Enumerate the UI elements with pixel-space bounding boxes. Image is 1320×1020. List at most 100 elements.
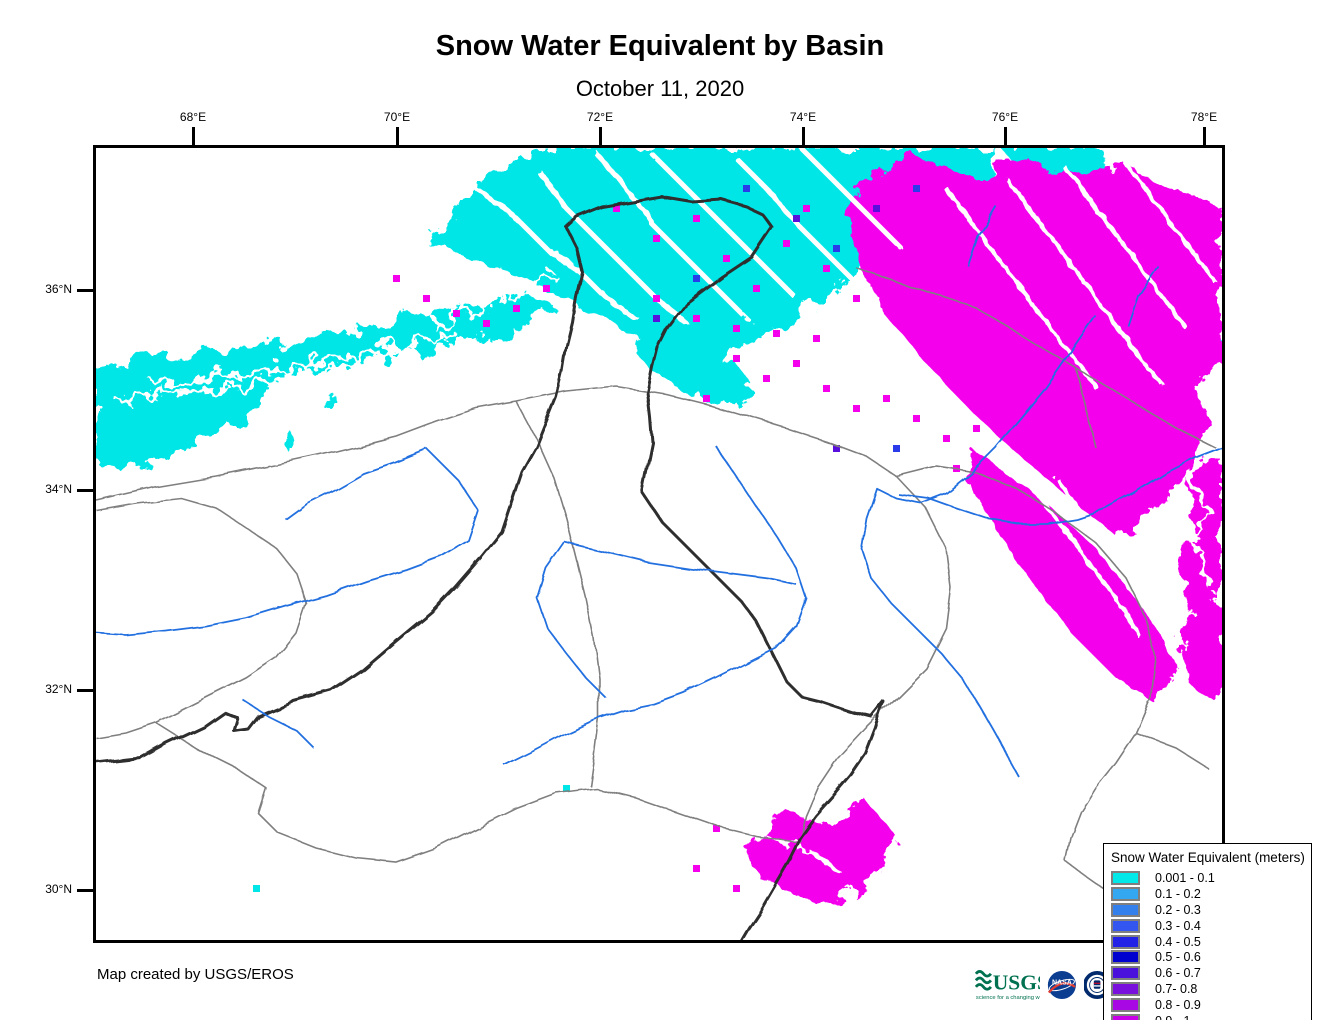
lon-tick-label: 78°E	[1190, 110, 1218, 124]
lat-tick	[77, 889, 93, 892]
legend-row: 0.7- 0.8	[1111, 981, 1215, 997]
snow-speckle	[853, 295, 860, 302]
basin-boundary-major	[96, 195, 886, 940]
snow-speckle	[453, 310, 460, 317]
lon-tick-label: 68°E	[179, 110, 207, 124]
nasa-insignia-icon: NASA	[1048, 970, 1077, 1000]
legend-swatch	[1111, 998, 1140, 1013]
snow-speckle	[743, 185, 750, 192]
legend-label: 0.6 - 0.7	[1155, 966, 1201, 981]
legend-row: 0.2 - 0.3	[1111, 902, 1215, 918]
lon-tick-label: 72°E	[586, 110, 614, 124]
legend-swatch	[1111, 934, 1140, 949]
snow-speckle	[893, 275, 900, 282]
legend-row: 0.6 - 0.7	[1111, 965, 1215, 981]
usgs-logo: USGS science for a changing world	[975, 970, 1041, 1001]
legend-swatch	[1111, 950, 1140, 965]
legend-swatch	[1111, 1013, 1140, 1020]
snow-speckle	[933, 205, 940, 212]
legend-row: 0.4 - 0.5	[1111, 934, 1215, 950]
snow-speckle	[693, 865, 700, 872]
snow-speckle	[893, 445, 900, 452]
credit-text: Map created by USGS/EROS	[97, 966, 294, 983]
legend-row: 0.3 - 0.4	[1111, 918, 1215, 934]
snow-speckle	[393, 275, 400, 282]
legend-swatch	[1111, 918, 1140, 933]
snow-speckle	[713, 825, 720, 832]
snow-speckle	[653, 235, 660, 242]
lat-tick	[77, 489, 93, 492]
snow-speckle	[733, 885, 740, 892]
snow-speckle	[653, 295, 660, 302]
legend-row: 0.001 - 0.1	[1111, 870, 1215, 886]
lon-tick-label: 70°E	[383, 110, 411, 124]
snow-speckle	[703, 395, 710, 402]
legend-row: 0.5 - 0.6	[1111, 949, 1215, 965]
snow-speckles	[253, 185, 1030, 892]
legend-label: 0.9 - 1	[1155, 1014, 1190, 1020]
snow-speckle	[253, 885, 260, 892]
snow-speckle	[733, 355, 740, 362]
lon-tick	[396, 127, 399, 145]
snow-speckle	[993, 475, 1000, 482]
snow-speckle	[543, 285, 550, 292]
legend-swatch	[1111, 886, 1140, 901]
map-date-subtitle: October 11, 2020	[575, 76, 745, 101]
snow-speckle	[423, 295, 430, 302]
basin-boundaries-minor	[96, 267, 1217, 903]
snow-speckle	[773, 330, 780, 337]
snow-speckle	[693, 315, 700, 322]
snow-speckle	[763, 375, 770, 382]
snow-speckle	[513, 305, 520, 312]
legend: Snow Water Equivalent (meters) 0.001 - 0…	[1103, 843, 1312, 1020]
snow-speckle	[813, 335, 820, 342]
legend-swatch	[1111, 902, 1140, 917]
nasa-logo: NASA	[1048, 970, 1077, 1000]
snow-speckle	[753, 285, 760, 292]
legend-label: 0.001 - 0.1	[1155, 870, 1215, 885]
snow-speckle	[913, 185, 920, 192]
legend-title: Snow Water Equivalent (meters)	[1111, 850, 1305, 865]
snow-speckle	[943, 435, 950, 442]
snow-speckle	[563, 785, 570, 792]
snow-speckle	[733, 325, 740, 332]
nasa-wordmark: NASA	[1052, 980, 1072, 987]
snow-speckle	[873, 205, 880, 212]
snow-speckle	[833, 445, 840, 452]
lat-tick-label: 36°N	[45, 282, 72, 296]
legend-label: 0.2 - 0.3	[1155, 902, 1201, 917]
legend-label: 0.5 - 0.6	[1155, 950, 1201, 965]
legend-label: 0.8 - 0.9	[1155, 998, 1201, 1013]
legend-swatch	[1111, 982, 1140, 997]
lat-tick-label: 30°N	[45, 882, 72, 896]
lon-tick-label: 74°E	[789, 110, 817, 124]
usgs-wordmark: USGS	[993, 971, 1041, 995]
snow-speckle	[833, 245, 840, 252]
snow-speckle	[913, 315, 920, 322]
snow-speckle	[803, 205, 810, 212]
lon-tick	[599, 127, 602, 145]
lon-tick	[1004, 127, 1007, 145]
legend-swatch	[1111, 870, 1140, 885]
legend-rows: 0.001 - 0.1 0.1 - 0.2 0.2 - 0.3 0.3 - 0.4 0.…	[1111, 870, 1215, 1020]
lat-tick-label: 34°N	[45, 482, 72, 496]
lon-tick-label: 76°E	[991, 110, 1019, 124]
snow-speckle	[483, 320, 490, 327]
snow-speckle	[853, 405, 860, 412]
lon-tick	[192, 127, 195, 145]
snow-speckle	[973, 425, 980, 432]
legend-label: 0.7- 0.8	[1155, 982, 1198, 997]
snow-speckle	[793, 360, 800, 367]
lat-tick-label: 32°N	[45, 682, 72, 696]
snow-speckle	[873, 235, 880, 242]
snow-speckle	[793, 215, 800, 222]
basin-map	[96, 148, 1222, 940]
map-frame: Snow Water Equivalent (meters) 0.001 - 0…	[93, 145, 1312, 1020]
valley-veins	[113, 150, 1218, 875]
snow-speckle	[823, 385, 830, 392]
snow-speckle	[693, 215, 700, 222]
legend-label: 0.4 - 0.5	[1155, 934, 1201, 949]
legend-label: 0.3 - 0.4	[1155, 918, 1201, 933]
legend-row: 0.1 - 0.2	[1111, 886, 1215, 902]
snow-speckle	[783, 240, 790, 247]
